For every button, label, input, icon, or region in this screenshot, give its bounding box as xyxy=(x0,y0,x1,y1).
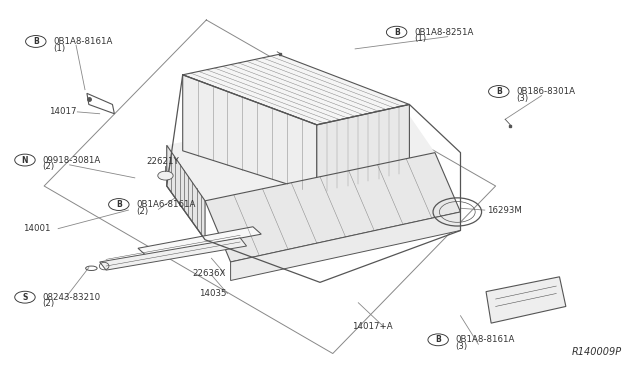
Polygon shape xyxy=(182,54,410,125)
Text: 22621Y: 22621Y xyxy=(147,157,179,166)
Polygon shape xyxy=(205,153,461,262)
Polygon shape xyxy=(138,227,261,256)
Text: (2): (2) xyxy=(42,162,54,171)
Polygon shape xyxy=(230,212,461,280)
Text: 14017: 14017 xyxy=(49,108,76,116)
Text: N: N xyxy=(22,155,28,164)
Polygon shape xyxy=(317,105,410,193)
Text: 0B186-8301A: 0B186-8301A xyxy=(516,87,575,96)
Text: 14017+A: 14017+A xyxy=(352,322,392,331)
Polygon shape xyxy=(486,277,566,323)
Text: (2): (2) xyxy=(42,299,54,308)
Text: (1): (1) xyxy=(53,44,65,52)
Text: 0B1A8-8251A: 0B1A8-8251A xyxy=(414,28,473,37)
Text: (1): (1) xyxy=(414,34,426,44)
Polygon shape xyxy=(100,238,246,270)
Polygon shape xyxy=(167,145,205,240)
Text: 0B1A6-8161A: 0B1A6-8161A xyxy=(136,200,195,209)
Text: 0B1A8-8161A: 0B1A8-8161A xyxy=(53,37,113,46)
Text: S: S xyxy=(22,293,28,302)
Text: 09918-3081A: 09918-3081A xyxy=(42,155,100,164)
Text: B: B xyxy=(435,335,441,344)
Polygon shape xyxy=(182,75,317,193)
Text: 14035: 14035 xyxy=(198,289,226,298)
Text: R140009P: R140009P xyxy=(572,347,622,357)
Circle shape xyxy=(158,171,173,180)
Text: (3): (3) xyxy=(456,342,467,351)
Text: 16293M: 16293M xyxy=(487,206,522,215)
Text: 0B1A8-8161A: 0B1A8-8161A xyxy=(456,335,515,344)
Text: 08243-83210: 08243-83210 xyxy=(42,293,100,302)
Text: B: B xyxy=(116,200,122,209)
Text: B: B xyxy=(496,87,502,96)
Text: B: B xyxy=(394,28,399,37)
Polygon shape xyxy=(167,97,435,201)
Text: (3): (3) xyxy=(516,94,528,103)
Text: B: B xyxy=(33,37,38,46)
Text: 14001: 14001 xyxy=(23,224,51,233)
Text: (2): (2) xyxy=(136,207,148,216)
Text: 22636X: 22636X xyxy=(192,269,226,278)
